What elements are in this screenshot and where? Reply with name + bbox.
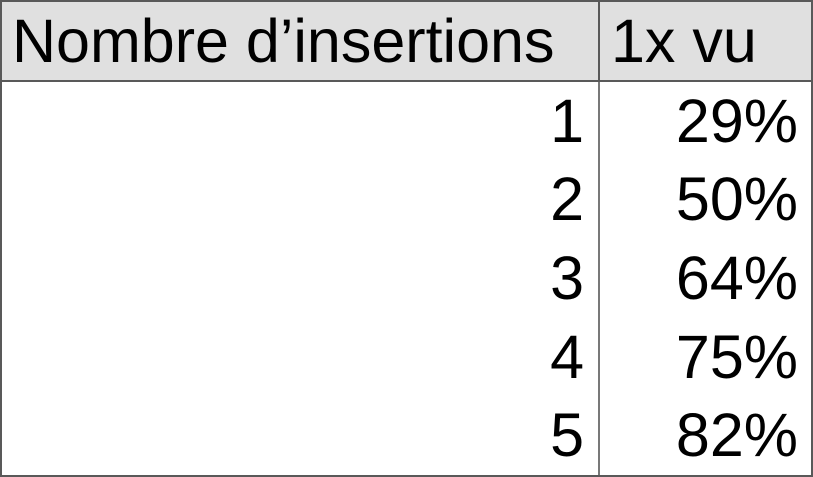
vu-cell: 82% xyxy=(675,401,798,470)
header-cell-nombre-insertions: Nombre d’insertions xyxy=(2,2,600,80)
insertions-cell: 4 xyxy=(2,317,600,397)
vu-cell: 64% xyxy=(675,243,798,312)
table-row: 4 75% xyxy=(2,317,811,397)
insertions-cell: 3 xyxy=(2,239,600,318)
vu-cell: 75% xyxy=(675,322,798,391)
insertions-cell: 5 xyxy=(2,396,600,475)
vu-cell: 50% xyxy=(675,165,798,234)
table-row: 2 50% xyxy=(2,160,811,240)
table-row: 3 64% xyxy=(2,239,811,318)
header-cell-1x-vu: 1x vu xyxy=(611,6,757,75)
table-row: 5 82% xyxy=(2,396,811,475)
table-row: 1 29% xyxy=(2,82,811,161)
table-header-row: Nombre d’insertions 1x vu xyxy=(2,2,811,82)
insertions-cell: 1 xyxy=(2,82,600,161)
vu-cell: 29% xyxy=(675,86,798,155)
insertions-cell: 2 xyxy=(2,160,600,240)
